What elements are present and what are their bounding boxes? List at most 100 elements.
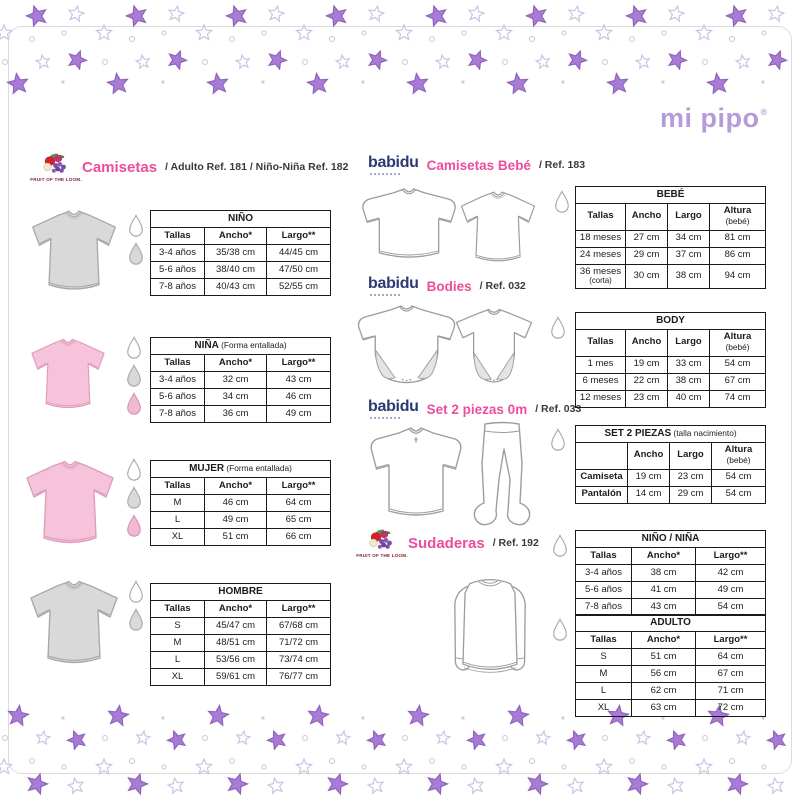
- dot-icon: [129, 758, 135, 764]
- set-shirt-illustration: [362, 424, 468, 524]
- droplet-icon: [129, 242, 143, 265]
- dot-icon: [629, 36, 635, 42]
- table-cell: 30 cm: [625, 263, 668, 289]
- table-cell: 3-4 años: [575, 564, 632, 582]
- table-cell: 38/40 cm: [204, 261, 267, 279]
- filled-star-icon: [427, 772, 450, 796]
- outline-star-icon: [467, 4, 486, 23]
- baby-shortsleeve-illustration: [454, 190, 542, 268]
- table-cell: XL: [575, 699, 632, 717]
- outline-star-icon: [135, 729, 152, 746]
- size-table-nina: NIÑA (Forma entallada) Tallas Ancho* Largo*…: [150, 337, 331, 423]
- droplet-icon: [127, 514, 141, 537]
- table-row: 5-6 años 34 cm 46 cm: [150, 388, 331, 406]
- baby-longsleeve-illustration: [358, 184, 460, 268]
- outline-star-icon: [567, 4, 586, 23]
- filled-star-icon: [127, 772, 150, 796]
- dot-icon: [729, 758, 735, 764]
- dot-icon: [361, 764, 367, 770]
- table-cell: 54 cm: [710, 485, 767, 504]
- camisetas-subtitle: / Adulto Ref. 181 / Niño-Niña Ref. 182: [165, 161, 349, 173]
- table-cell: 46 cm: [266, 388, 331, 406]
- table-row: XL 51 cm 66 cm: [150, 528, 332, 546]
- filled-star-icon: [106, 72, 129, 95]
- table-cell: 81 cm: [708, 229, 767, 248]
- droplet-icon: [129, 214, 143, 237]
- table-column-header: Ancho*: [204, 477, 267, 495]
- filled-star-icon: [624, 4, 647, 28]
- size-table-grid: ADULTO Tallas Ancho* Largo** S 51 cm 64 cm M 56 …: [574, 614, 767, 717]
- filled-star-icon: [567, 49, 589, 71]
- table-column-header: [575, 442, 628, 470]
- filled-star-icon: [67, 49, 89, 71]
- table-cell: M: [150, 634, 205, 652]
- outline-star-icon: [667, 4, 686, 23]
- dot-icon: [461, 716, 465, 720]
- table-cell: 54 cm: [708, 355, 767, 374]
- dot-icon: [561, 30, 567, 36]
- table-column-header: Altura (bebé): [708, 203, 767, 231]
- size-table-grid: NIÑO Tallas Ancho* Largo** 3-4 años 35/38 cm 4…: [149, 210, 332, 296]
- table-title: BODY: [574, 312, 767, 330]
- table-row: 24 meses 29 cm 37 cm 86 cm: [575, 246, 767, 265]
- filled-star-icon: [465, 729, 487, 751]
- fruit-of-the-loom-logo: FRUIT OF THE LOOM.: [30, 152, 82, 182]
- table-column-header: Ancho*: [204, 354, 267, 372]
- table-row: 12 meses 23 cm 40 cm 74 cm: [575, 389, 767, 408]
- table-column-header: Tallas: [575, 203, 626, 231]
- set-2-piezas-title: Set 2 piezas 0m: [426, 401, 528, 417]
- table-cell: 76/77 cm: [265, 668, 332, 686]
- set-2-piezas-subtitle: / Ref. 033: [535, 403, 582, 415]
- filled-star-icon: [706, 72, 729, 95]
- wash-droplet-adulto: [550, 618, 570, 643]
- table-row: M 46 cm 64 cm: [150, 494, 332, 512]
- size-table-set2: SET 2 PIEZAS (talla nacimiento) Ancho Larg…: [574, 425, 767, 504]
- table-cell: XL: [150, 668, 205, 686]
- droplet-icon: [127, 364, 141, 387]
- table-cell: 59/61 cm: [204, 668, 267, 686]
- droplet-icon: [553, 534, 567, 557]
- table-cell: 36 meses (corta): [575, 263, 626, 289]
- table-title: MUJER (Forma entallada): [149, 460, 332, 478]
- wash-droplets-mujer: [124, 458, 144, 539]
- dot-icon: [761, 80, 765, 84]
- outline-star-icon: [0, 23, 14, 41]
- table-cell: 44/45 cm: [265, 244, 332, 262]
- table-column-header: Ancho: [625, 203, 668, 231]
- set_pants-icon: [473, 421, 531, 526]
- dot-icon: [529, 36, 535, 42]
- table-cell: 71/72 cm: [265, 634, 332, 652]
- set-pants-illustration: [468, 418, 536, 532]
- table-row: 5-6 años 38/40 cm 47/50 cm: [150, 261, 332, 279]
- table-cell: 66 cm: [265, 528, 332, 546]
- table-cell: 19 cm: [625, 355, 668, 374]
- filled-star-icon: [206, 72, 229, 95]
- outline-star-icon: [166, 776, 185, 795]
- tshirt-illustration-nino: [26, 208, 122, 298]
- outline-star-icon: [635, 729, 652, 746]
- table-cell: 63 cm: [631, 699, 696, 717]
- table-row: 1 mes 19 cm 33 cm 54 cm: [575, 355, 767, 374]
- set_shirt-icon: [370, 427, 462, 516]
- dot-icon: [261, 30, 267, 36]
- dot-icon: [361, 80, 365, 84]
- table-title: HOMBRE: [149, 583, 332, 601]
- droplet-icon: [127, 458, 141, 481]
- bodies-subtitle: / Ref. 032: [479, 280, 526, 292]
- outline-star-icon: [194, 23, 214, 41]
- babidu-tagline: [370, 173, 400, 175]
- table-cell: 38 cm: [667, 372, 710, 391]
- dot-icon: [402, 59, 408, 65]
- table-column-header: Ancho: [627, 442, 670, 470]
- body_long-icon: [357, 305, 456, 384]
- outline-star-icon: [94, 757, 114, 775]
- droplet-icon: [129, 580, 143, 603]
- table-cell: 94 cm: [708, 263, 767, 289]
- table-cell: L: [150, 511, 205, 529]
- table-column-header: Tallas: [150, 227, 205, 245]
- filled-star-icon: [627, 772, 650, 796]
- mipipo-logo-text: mi pipo: [660, 103, 760, 133]
- fruit-of-the-loom-logo: FRUIT OF THE LOOM.: [356, 528, 408, 558]
- tshirt_long-icon: [362, 188, 456, 258]
